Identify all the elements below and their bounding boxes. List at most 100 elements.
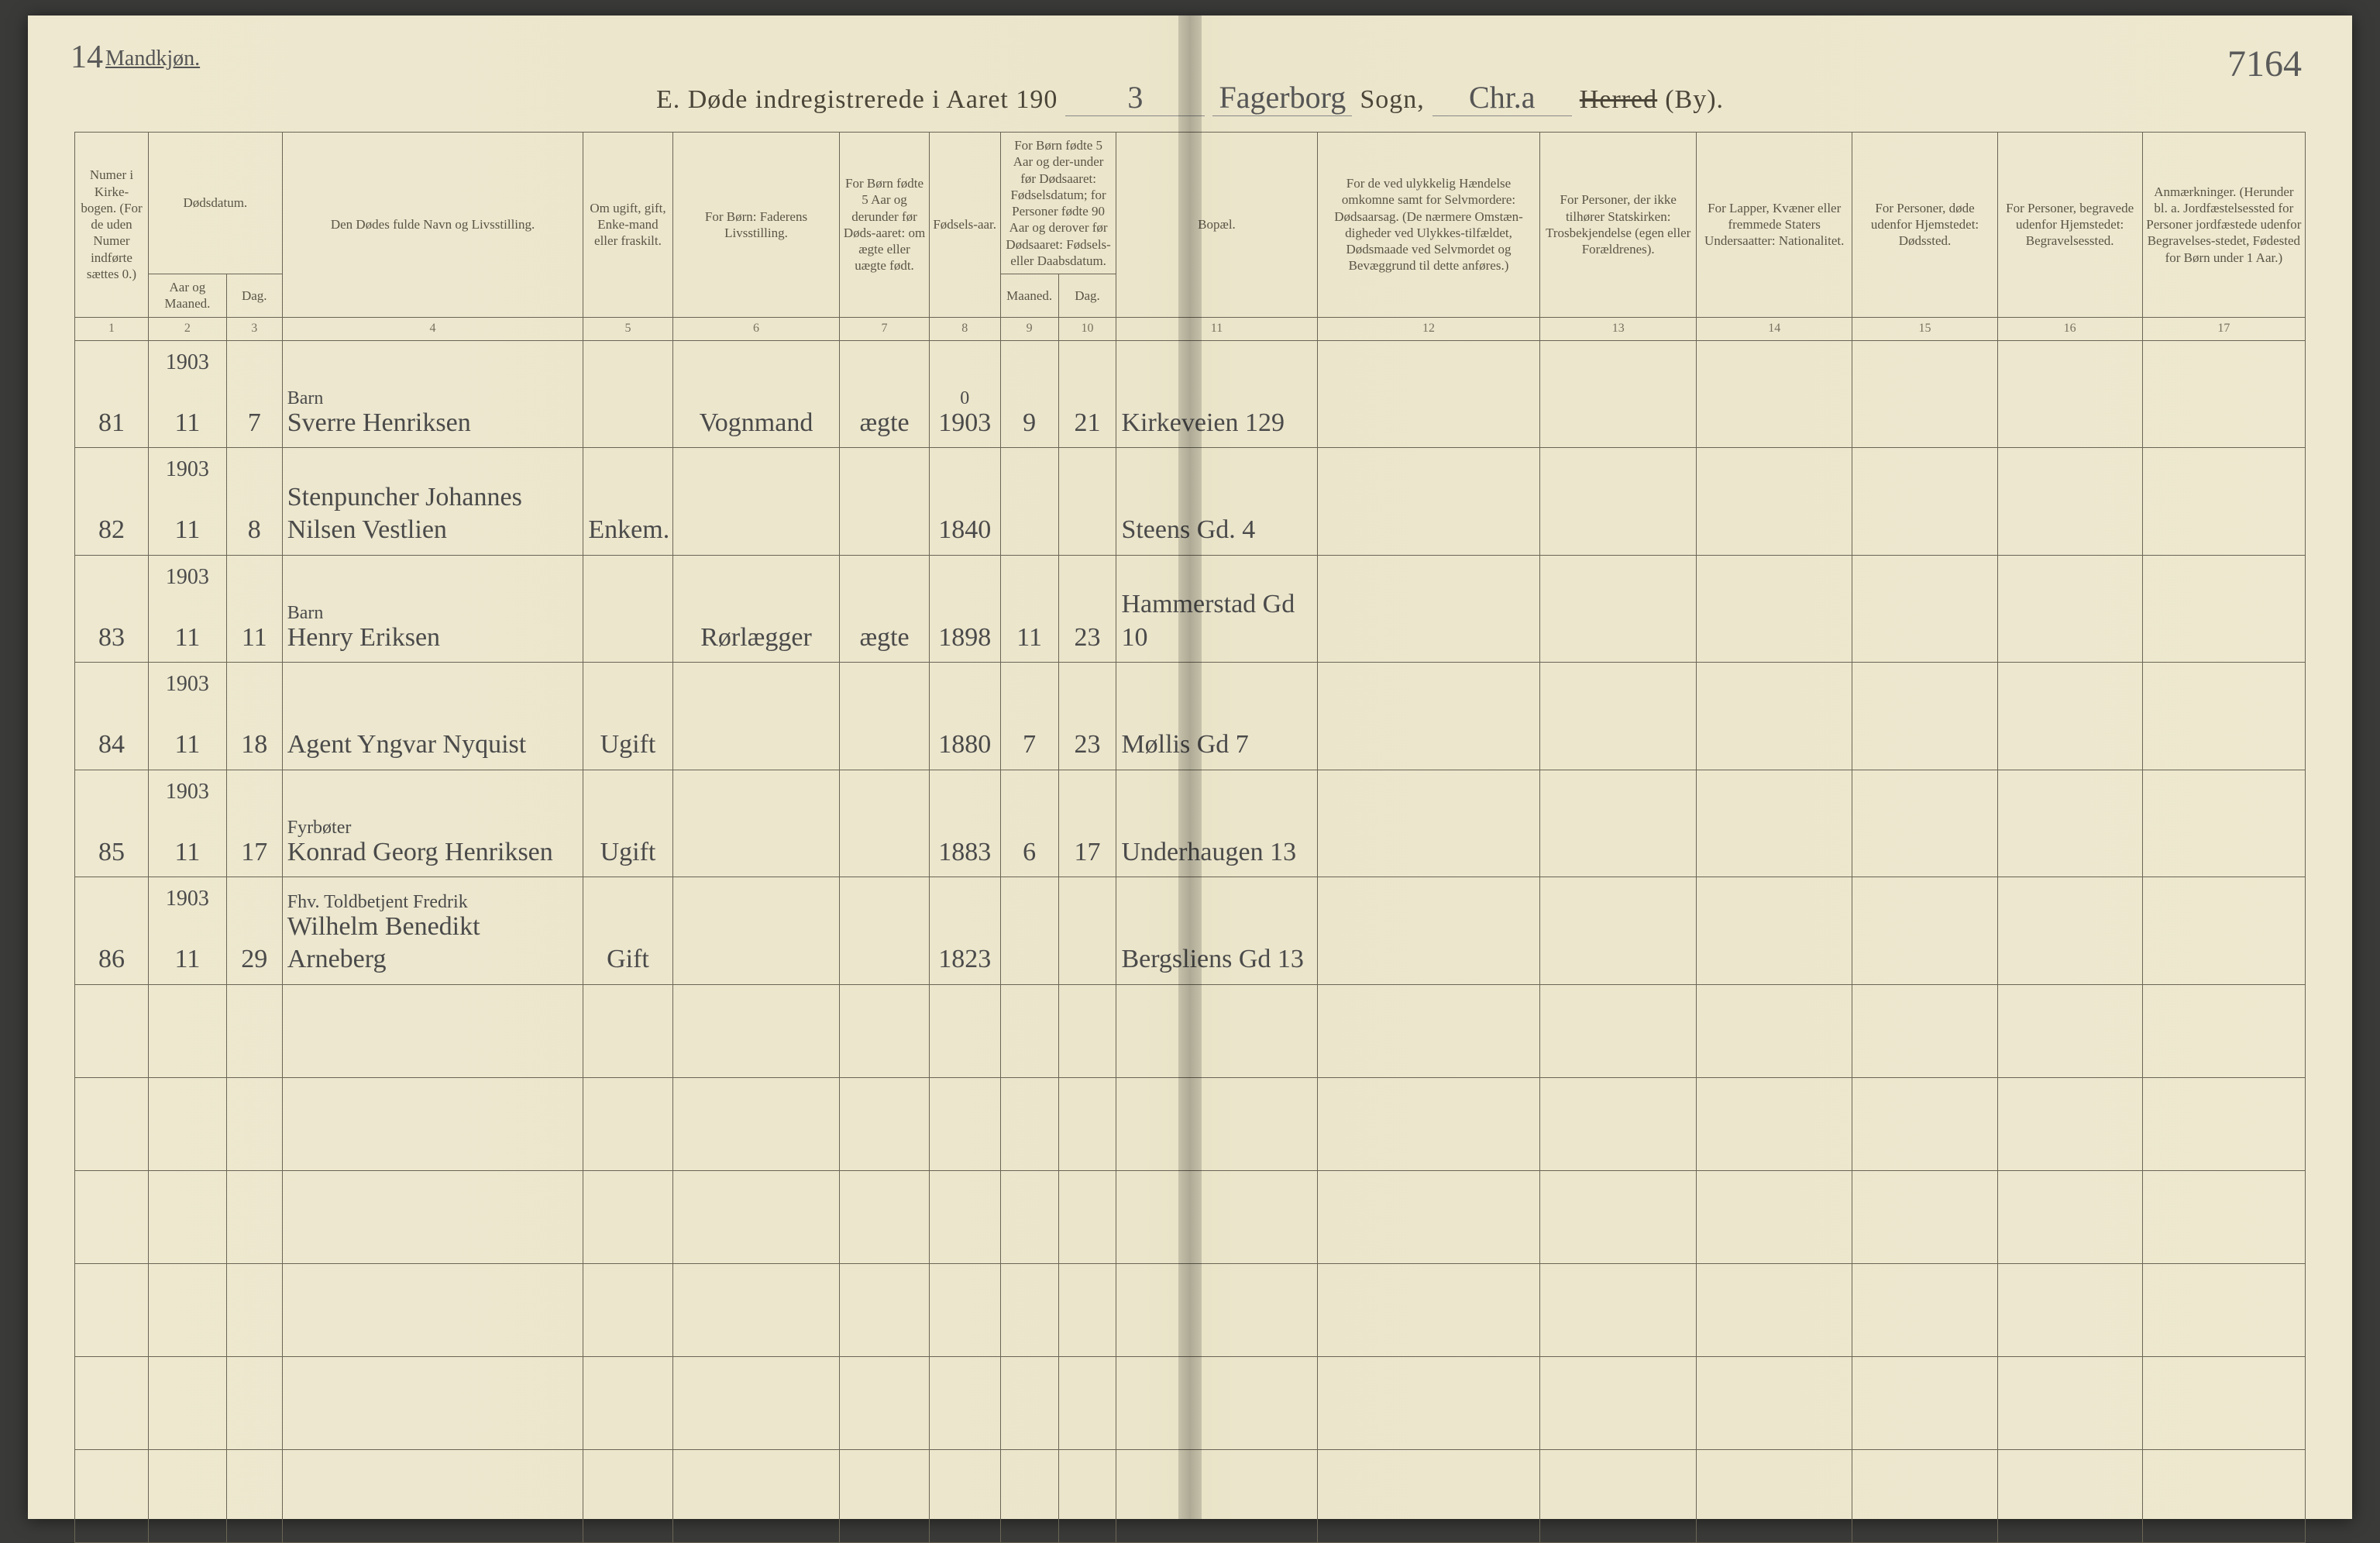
empty-cell (75, 1356, 149, 1449)
cell-col-14 (1696, 877, 1852, 985)
empty-cell (1116, 1077, 1317, 1170)
empty-cell (583, 1077, 672, 1170)
empty-cell (929, 1356, 1000, 1449)
empty-cell (1696, 1449, 1852, 1542)
empty-cell (583, 1449, 672, 1542)
cell-col-10 (1058, 448, 1116, 556)
empty-cell (1058, 1356, 1116, 1449)
empty-cell (2142, 1077, 2305, 1170)
colnum: 4 (282, 317, 583, 340)
cell-col-9 (1000, 877, 1058, 985)
cell-col-16 (1997, 877, 2142, 985)
page-number-right: 7164 (2227, 43, 2302, 85)
empty-cell (2142, 1263, 2305, 1356)
cell-col-15 (1852, 448, 1997, 556)
colnum: 12 (1317, 317, 1540, 340)
cell-col-1: 82 (75, 448, 149, 556)
cell-col-15 (1852, 340, 1997, 448)
cell-col-10: 23 (1058, 663, 1116, 770)
cell-col-6: Vognmand (672, 340, 840, 448)
cell-col-2: 190311 (149, 877, 227, 985)
empty-cell (149, 1449, 227, 1542)
empty-cell (929, 1077, 1000, 1170)
cell-col-7: ægte (840, 555, 929, 663)
cell-col-7: ægte (840, 340, 929, 448)
empty-cell (1997, 1077, 2142, 1170)
empty-cell (1540, 1263, 1697, 1356)
cell-col-1: 85 (75, 770, 149, 877)
book-binding-shadow (1178, 15, 1202, 1519)
cell-col-1: 86 (75, 877, 149, 985)
cell-col-3: 11 (226, 555, 282, 663)
empty-cell (1317, 1170, 1540, 1263)
cell-col-15 (1852, 877, 1997, 985)
col-header-4: Den Dødes fulde Navn og Livsstilling. (282, 133, 583, 318)
cell-col-17 (2142, 663, 2305, 770)
col-header-1: Numer i Kirke-bogen. (For de uden Numer … (75, 133, 149, 318)
colnum: 9 (1000, 317, 1058, 340)
empty-cell (75, 1449, 149, 1542)
cell-col-6: Rørlægger (672, 555, 840, 663)
empty-cell (2142, 1356, 2305, 1449)
empty-cell (929, 1449, 1000, 1542)
empty-cell (1116, 1356, 1317, 1449)
empty-cell (75, 984, 149, 1077)
empty-cell (1058, 1077, 1116, 1170)
colnum: 8 (929, 317, 1000, 340)
cell-col-5 (583, 340, 672, 448)
colnum: 6 (672, 317, 840, 340)
empty-cell (1000, 1077, 1058, 1170)
cell-col-4: BarnHenry Eriksen (282, 555, 583, 663)
col-header-12: For de ved ulykkelig Hændelse omkomne sa… (1317, 133, 1540, 318)
empty-cell (1317, 1077, 1540, 1170)
cell-col-7 (840, 877, 929, 985)
colnum: 2 (149, 317, 227, 340)
empty-cell (1116, 984, 1317, 1077)
colnum: 11 (1116, 317, 1317, 340)
col-header-17: Anmærkninger. (Herunder bl. a. Jordfæste… (2142, 133, 2305, 318)
col-header-2: Aar og Maaned. (149, 274, 227, 318)
cell-col-13 (1540, 555, 1697, 663)
empty-cell (2142, 1449, 2305, 1542)
empty-cell (1058, 984, 1116, 1077)
col-header-5: Om ugift, gift, Enke-mand eller fraskilt… (583, 133, 672, 318)
empty-cell (1058, 1170, 1116, 1263)
cell-col-4: Fhv. Toldbetjent FredrikWilhelm Benedikt… (282, 877, 583, 985)
cell-col-10: 21 (1058, 340, 1116, 448)
col-header-13: For Personer, der ikke tilhører Statskir… (1540, 133, 1697, 318)
cell-col-12 (1317, 663, 1540, 770)
empty-cell (1997, 984, 2142, 1077)
empty-cell (929, 984, 1000, 1077)
cell-col-1: 84 (75, 663, 149, 770)
cell-col-16 (1997, 448, 2142, 556)
empty-cell (929, 1263, 1000, 1356)
empty-cell (672, 1356, 840, 1449)
cell-col-13 (1540, 340, 1697, 448)
cell-col-15 (1852, 663, 1997, 770)
cell-col-17 (2142, 448, 2305, 556)
colnum: 16 (1997, 317, 2142, 340)
parish-handwritten: Fagerborg (1212, 79, 1352, 116)
empty-cell (1852, 1170, 1997, 1263)
empty-cell (1000, 1263, 1058, 1356)
empty-cell (583, 1356, 672, 1449)
col-header-11: Bopæl. (1116, 133, 1317, 318)
empty-cell (282, 1449, 583, 1542)
cell-col-12 (1317, 340, 1540, 448)
col-header-6: For Børn: Faderens Livsstilling. (672, 133, 840, 318)
cell-col-14 (1696, 663, 1852, 770)
empty-cell (1696, 984, 1852, 1077)
cell-col-3: 7 (226, 340, 282, 448)
empty-cell (282, 1263, 583, 1356)
cell-col-14 (1696, 448, 1852, 556)
cell-col-5: Gift (583, 877, 672, 985)
cell-col-13 (1540, 448, 1697, 556)
title-prefix: E. Døde indregistrerede i Aaret 190 (656, 85, 1058, 115)
empty-cell (1852, 1449, 1997, 1542)
cell-col-12 (1317, 770, 1540, 877)
empty-cell (840, 1077, 929, 1170)
cell-col-4: Agent Yngvar Nyquist (282, 663, 583, 770)
empty-cell (226, 1077, 282, 1170)
cell-col-10: 17 (1058, 770, 1116, 877)
cell-col-11: Møllis Gd 7 (1116, 663, 1317, 770)
